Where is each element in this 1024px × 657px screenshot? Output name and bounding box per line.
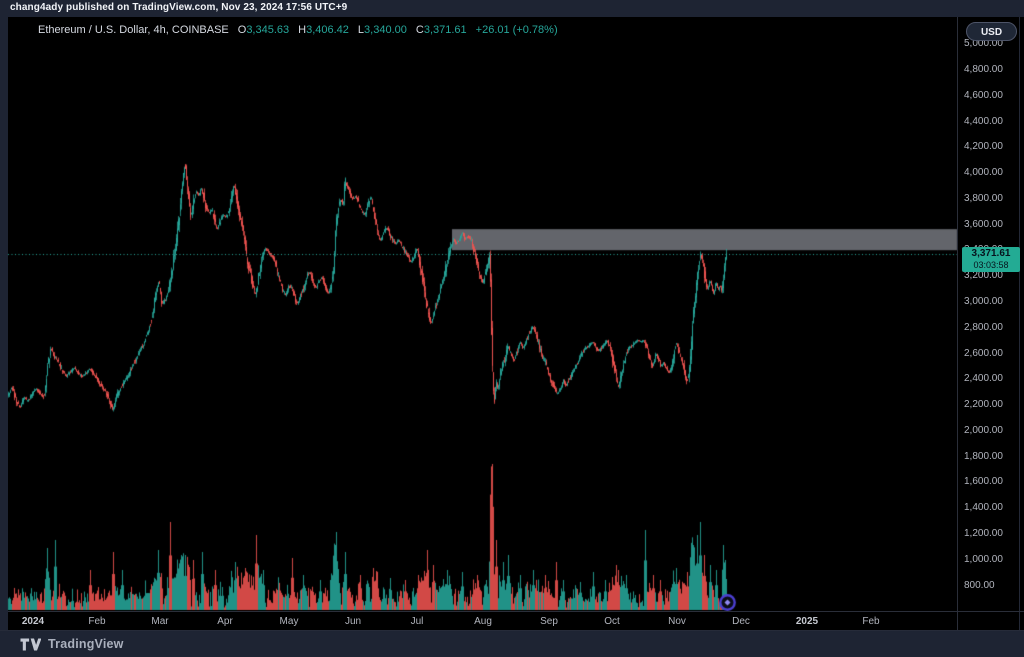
time-axis-separator	[8, 611, 1024, 612]
price-axis-label: 4,200.00	[964, 141, 1003, 153]
time-axis-label: Apr	[217, 616, 233, 627]
time-axis[interactable]: 2024 Feb Mar Apr May Jun Jul Aug Sep Oct Nov Dec 202…	[0, 612, 1024, 631]
price-axis-label: 1,600.00	[964, 476, 1003, 488]
price-axis-label: 3,200.00	[964, 270, 1003, 282]
price-axis-label: 2,200.00	[964, 399, 1003, 411]
time-axis-label: 2025	[795, 616, 819, 627]
right-edge-separator	[1019, 17, 1020, 631]
footer-separator	[0, 630, 1024, 631]
currency-unit-button[interactable]: USD	[966, 22, 1017, 41]
symbol-title[interactable]: Ethereum / U.S. Dollar, 4h, COINBASE	[38, 24, 229, 36]
time-axis-label: Nov	[668, 616, 686, 627]
price-axis-label: 4,000.00	[964, 167, 1003, 179]
time-axis-label: Mar	[151, 616, 169, 627]
footer-bar: TradingView	[0, 631, 1024, 657]
symbol-header: Ethereum / U.S. Dollar, 4h, COINBASE O3,…	[38, 24, 558, 36]
publish-text: chang4ady published on TradingView.com, …	[10, 2, 348, 13]
low-value: 3,340.00	[364, 24, 407, 36]
high-label: H	[298, 24, 307, 36]
price-axis-label: 4,600.00	[964, 89, 1003, 101]
price-axis-separator	[957, 17, 958, 631]
price-change: +26.01 (+0.78%)	[475, 24, 558, 36]
time-axis-label: Feb	[88, 616, 106, 627]
price-axis-label: 5,000.00	[964, 38, 1003, 50]
price-axis-label: 800.00	[964, 579, 995, 591]
price-axis[interactable]: 5,000.00 4,800.00 4,600.00 4,400.00 4,200.00…	[957, 0, 1024, 612]
last-price-label: 3,371.61 03:03:58	[962, 247, 1020, 272]
time-axis-label: Aug	[474, 616, 492, 627]
price-axis-label: 4,800.00	[964, 64, 1003, 75]
price-axis-label: 2,600.00	[964, 347, 1003, 359]
price-axis-label: 1,000.00	[964, 553, 1003, 565]
time-axis-label: Jun	[344, 616, 362, 627]
ohlc-low: L3,340.00	[358, 24, 407, 36]
close-value: 3,371.61	[423, 24, 467, 36]
price-axis-label: 3,800.00	[964, 192, 1003, 204]
time-axis-label: Dec	[732, 616, 750, 627]
time-axis-label: Jul	[410, 616, 424, 627]
price-axis-label: 3,000.00	[964, 295, 1003, 307]
ohlc-open: O3,345.63	[238, 24, 289, 36]
open-label: O	[237, 24, 247, 36]
ohlc-close: C3,371.61	[416, 24, 467, 36]
price-axis-label: 2,400.00	[964, 373, 1003, 385]
ohlc-high: H3,406.42	[298, 24, 349, 36]
time-axis-label: Feb	[862, 616, 880, 627]
time-axis-label: May	[279, 616, 299, 627]
price-axis-label: 1,400.00	[964, 502, 1003, 514]
price-axis-label: 2,000.00	[964, 424, 1003, 436]
high-value: 3,406.42	[306, 24, 349, 36]
bar-countdown: 03:03:58	[973, 260, 1009, 270]
time-axis-label: 2024	[21, 616, 45, 627]
price-axis-label: 4,400.00	[964, 115, 1003, 127]
close-label: C	[415, 24, 424, 36]
open-value: 3,345.63	[246, 24, 290, 36]
publish-bar: chang4ady published on TradingView.com, …	[0, 0, 1024, 17]
price-axis-label: 3,600.00	[964, 218, 1003, 230]
tradingview-logo-icon[interactable]	[20, 638, 41, 651]
low-label: L	[357, 24, 365, 36]
price-axis-label: 1,800.00	[964, 450, 1003, 462]
last-price-value: 3,371.61	[971, 248, 1011, 259]
tradingview-brand-text[interactable]: TradingView	[48, 637, 124, 651]
time-axis-label: Sep	[540, 616, 558, 627]
price-axis-label: 2,800.00	[964, 321, 1003, 333]
time-axis-label: Oct	[604, 616, 620, 627]
price-axis-label: 1,200.00	[964, 527, 1003, 539]
